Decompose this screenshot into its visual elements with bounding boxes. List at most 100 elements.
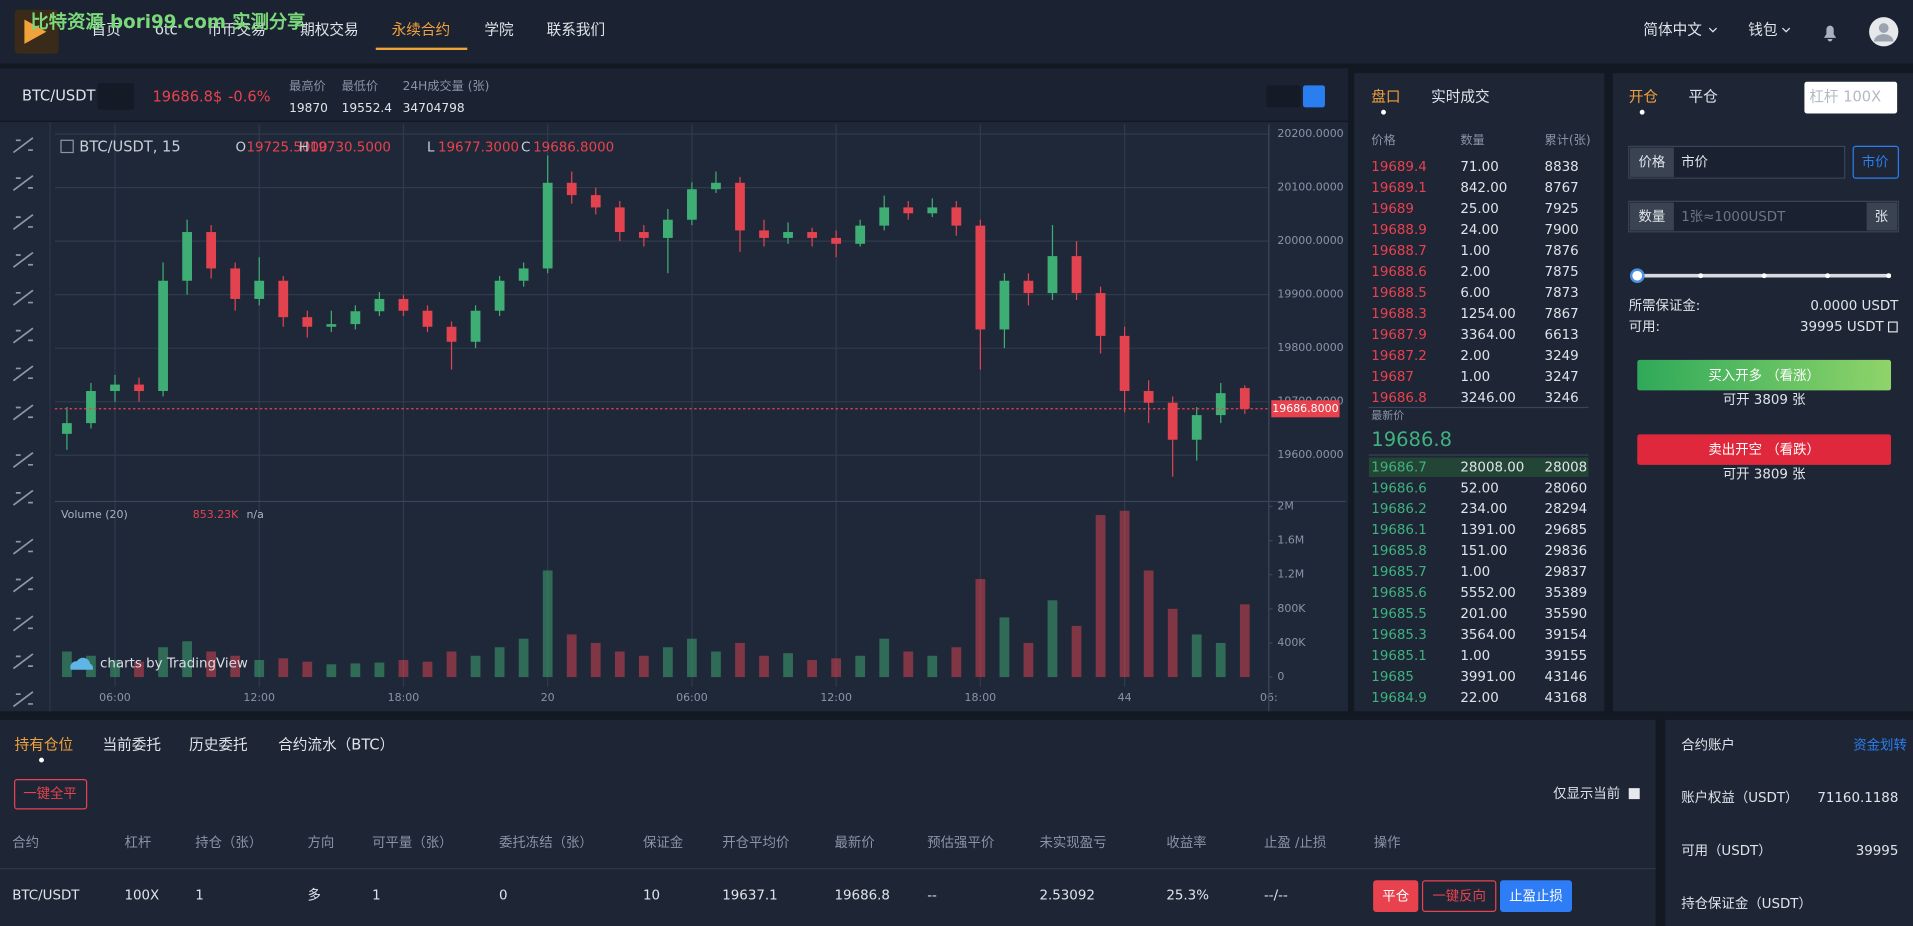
volume-bar — [1095, 515, 1106, 678]
tool-icon[interactable] — [12, 489, 34, 506]
tab[interactable]: 平仓 — [1689, 89, 1719, 106]
tab[interactable]: 开仓 — [1629, 89, 1659, 106]
filter-checkbox[interactable] — [1628, 788, 1640, 800]
candle-body — [711, 182, 721, 190]
last-price-tag — [1271, 400, 1340, 418]
leverage-button[interactable] — [1804, 81, 1898, 114]
last-price: 19686.8 — [1371, 428, 1452, 451]
bid-price: 19685.6 — [1371, 586, 1426, 601]
tab[interactable]: 当前委托 — [102, 736, 161, 753]
candle-body — [687, 189, 697, 220]
tool-icon[interactable] — [12, 175, 34, 192]
volume-bar — [927, 655, 938, 678]
tool-icon[interactable] — [12, 365, 34, 382]
close-all-button[interactable] — [14, 778, 88, 810]
margin-value: 0.0000 USDT — [1810, 299, 1899, 314]
bell-icon[interactable] — [1823, 25, 1837, 42]
market-button[interactable] — [1852, 145, 1899, 179]
tool-icon[interactable] — [12, 451, 34, 468]
nav-item[interactable]: 学院 — [484, 22, 514, 39]
action-label[interactable]: 一键反向 — [1432, 889, 1486, 905]
nav-item[interactable]: 首页 — [92, 22, 121, 39]
tab[interactable]: 持有仓位 — [15, 736, 74, 753]
volume-bar — [1143, 570, 1154, 678]
tool-icon[interactable] — [12, 289, 34, 306]
tab[interactable]: 盘口 — [1371, 88, 1400, 106]
ask-qty: 6.00 — [1460, 286, 1490, 301]
tool-icon[interactable] — [12, 538, 34, 555]
ask-qty: 24.00 — [1460, 223, 1498, 238]
pair-switch[interactable] — [97, 82, 135, 110]
last-label: 最新价 — [1371, 408, 1404, 422]
view-toggle-active[interactable] — [1302, 85, 1325, 108]
candle-body — [1143, 391, 1154, 403]
tradingview-logo — [70, 657, 94, 670]
action-button[interactable] — [1373, 880, 1419, 912]
column-header: 方向 — [307, 835, 334, 851]
volume-bar — [518, 638, 529, 678]
tab[interactable]: 实时成交 — [1431, 88, 1490, 106]
action-label[interactable]: 止盈止损 — [1509, 889, 1563, 905]
tool-icon[interactable] — [12, 251, 34, 268]
volume-tick-label: 1.6M — [1277, 534, 1304, 547]
candle-body — [590, 195, 601, 208]
column-header: 最新价 — [834, 835, 874, 851]
tool-icon[interactable] — [12, 214, 34, 231]
candle-body — [831, 237, 842, 244]
tab[interactable]: 合约流水（BTC） — [278, 736, 394, 753]
volume-tick-label: 2M — [1277, 499, 1293, 512]
bid-total: 43146 — [1545, 670, 1588, 685]
tab[interactable]: 历史委托 — [189, 736, 248, 753]
sell-button-label[interactable]: 卖出开空 （看跌） — [1708, 442, 1820, 458]
action-button[interactable] — [1500, 880, 1573, 912]
nav-item[interactable]: otc — [155, 22, 178, 39]
cell: --/-- — [1264, 888, 1288, 903]
tool-icon[interactable] — [12, 615, 34, 632]
bid-price: 19685.5 — [1371, 607, 1426, 622]
candle-body — [422, 310, 433, 327]
candle-body — [1191, 415, 1202, 440]
volume-bar — [687, 638, 697, 678]
ohlc-key: H — [299, 141, 309, 156]
ask-price: 19688.9 — [1371, 223, 1426, 238]
nav-item[interactable]: 期权交易 — [300, 21, 359, 39]
x-tick-label: 20 — [541, 691, 555, 704]
buy-button[interactable] — [1637, 359, 1892, 391]
tool-icon[interactable] — [12, 327, 34, 344]
tool-icon[interactable] — [12, 691, 34, 708]
transfer-link[interactable]: 资金划转 — [1853, 737, 1907, 753]
column-header: 预估强平价 — [927, 835, 994, 851]
ask-qty: 2.00 — [1460, 265, 1490, 280]
language-selector[interactable]: 简体中文 — [1643, 22, 1702, 39]
bid-price: 19684.9 — [1371, 691, 1426, 706]
column-header: 累计(张) — [1545, 133, 1591, 147]
ask-price: 19688.7 — [1371, 244, 1426, 259]
tool-icon[interactable] — [12, 404, 34, 421]
cell: 1 — [372, 888, 381, 903]
nav-item[interactable]: 币币交易 — [207, 21, 266, 39]
ask-qty: 3364.00 — [1460, 328, 1515, 343]
candle-body — [518, 268, 529, 281]
nav-item[interactable]: 永续合约 — [392, 22, 451, 39]
slider-knob[interactable] — [1629, 268, 1645, 284]
column-header: 持仓（张） — [195, 835, 262, 851]
account-title: 合约账户 — [1681, 736, 1735, 753]
sell-button[interactable] — [1637, 434, 1892, 465]
y-tick-label: 19800.0000 — [1277, 341, 1343, 354]
view-toggle[interactable] — [1266, 85, 1301, 108]
tool-icon[interactable] — [12, 137, 34, 154]
input-prefix — [1629, 202, 1674, 231]
tool-icon[interactable] — [12, 653, 34, 670]
buy-button-label[interactable]: 买入开多 （看涨） — [1708, 367, 1820, 384]
available-label: 可用: — [1629, 320, 1660, 335]
nav-item[interactable]: 联系我们 — [547, 22, 606, 39]
bid-total: 29685 — [1545, 523, 1588, 538]
tool-icon[interactable] — [12, 576, 34, 593]
volume-bar — [855, 655, 866, 678]
wallet-menu[interactable]: 钱包 — [1748, 22, 1778, 39]
buy-capacity: 可开 3809 张 — [1723, 392, 1806, 408]
action-label[interactable]: 平仓 — [1382, 889, 1409, 905]
action-button[interactable] — [1421, 880, 1497, 912]
ask-qty: 1254.00 — [1460, 307, 1515, 322]
candle-body — [542, 182, 553, 269]
